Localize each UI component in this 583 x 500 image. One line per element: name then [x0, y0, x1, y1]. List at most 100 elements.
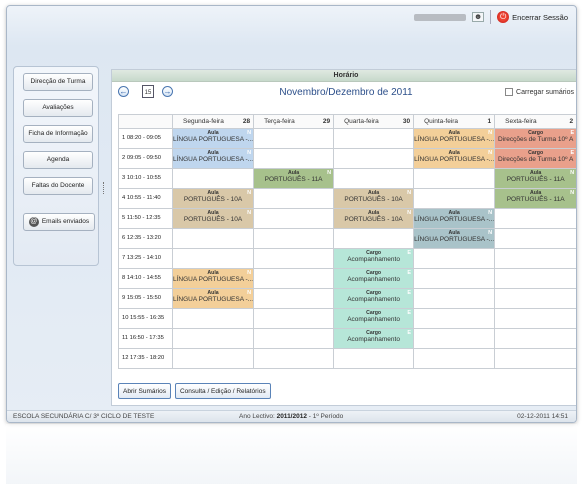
schedule-cell[interactable] [494, 288, 576, 309]
schedule-cell[interactable]: Aula PORTUGUÊS - 11A N [494, 168, 576, 189]
schedule-cell[interactable] [494, 308, 576, 329]
schedule-cell[interactable] [413, 248, 496, 269]
schedule-cell[interactable] [253, 288, 335, 309]
schedule-cell[interactable]: Aula PORTUGUÊS - 10A N [171, 188, 255, 209]
schedule-cell[interactable]: Cargo Acompanhamento E [333, 248, 415, 269]
schedule-cell[interactable] [253, 188, 335, 209]
schedule-event[interactable]: Aula PORTUGUÊS - 10A N [173, 209, 254, 228]
user-icon[interactable]: ☻ [472, 12, 485, 22]
schedule-event[interactable]: Aula PORTUGUÊS - 11A N [495, 169, 576, 188]
schedule-cell[interactable] [494, 348, 576, 369]
emails-sent-button[interactable]: @ Emails enviados [23, 213, 95, 231]
schedule-cell[interactable] [333, 148, 415, 169]
schedule-cell[interactable] [171, 248, 255, 269]
sidebar-item-ficha-informacao[interactable]: Ficha de Informação [23, 125, 93, 143]
open-summaries-button[interactable]: Abrir Sumários [118, 383, 171, 399]
schedule-cell[interactable] [171, 328, 255, 349]
schedule-cell[interactable]: Cargo Acompanhamento E [333, 288, 415, 309]
schedule-cell[interactable]: Aula LÍNGUA PORTUGUESA -... N [171, 288, 255, 309]
load-summaries-checkbox[interactable] [505, 88, 514, 96]
schedule-event[interactable]: Aula PORTUGUÊS - 10A N [334, 209, 414, 228]
schedule-cell[interactable] [253, 328, 335, 349]
status-bar: ESCOLA SECUNDÁRIA C/ 3º CICLO DE TESTE A… [7, 410, 576, 422]
schedule-event[interactable]: Aula PORTUGUÊS - 11A N [254, 169, 334, 188]
schedule-event[interactable]: Cargo Acompanhamento E [334, 289, 414, 308]
schedule-cell[interactable] [253, 228, 335, 249]
schedule-cell[interactable] [333, 348, 415, 369]
schedule-cell[interactable] [413, 268, 496, 289]
schedule-event[interactable]: Cargo Acompanhamento E [334, 249, 414, 268]
schedule-event[interactable]: Aula PORTUGUÊS - 11A N [495, 189, 576, 208]
schedule-cell[interactable]: Aula LÍNGUA PORTUGUESA -... N [171, 128, 255, 149]
schedule-cell[interactable] [494, 248, 576, 269]
schedule-cell[interactable] [171, 348, 255, 369]
schedule-cell[interactable] [253, 128, 335, 149]
schedule-cell[interactable]: Aula PORTUGUÊS - 11A N [253, 168, 335, 189]
calendar-icon[interactable]: 15 [142, 85, 154, 98]
splitter-handle[interactable] [103, 182, 106, 194]
schedule-cell[interactable] [253, 248, 335, 269]
schedule-cell[interactable] [494, 208, 576, 229]
sidebar-item-direccao-turma[interactable]: Direcção de Turma [23, 73, 93, 91]
schedule-cell[interactable] [494, 228, 576, 249]
schedule-cell[interactable] [413, 168, 496, 189]
load-summaries-toggle[interactable]: Carregar sumários [505, 88, 574, 96]
sidebar-item-agenda[interactable]: Agenda [23, 151, 93, 169]
schedule-event[interactable]: Cargo Acompanhamento E [334, 329, 414, 348]
schedule-cell[interactable]: Cargo Acompanhamento E [333, 268, 415, 289]
schedule-event[interactable]: Aula LÍNGUA PORTUGUESA -... N [173, 269, 254, 288]
schedule-cell[interactable]: Aula LÍNGUA PORTUGUESA -... N [413, 228, 496, 249]
schedule-event[interactable]: Aula LÍNGUA PORTUGUESA -... N [173, 289, 254, 308]
schedule-cell[interactable] [171, 308, 255, 329]
schedule-event[interactable]: Aula LÍNGUA PORTUGUESA -... N [414, 129, 495, 148]
schedule-cell[interactable] [494, 328, 576, 349]
schedule-cell[interactable]: Cargo Acompanhamento E [333, 308, 415, 329]
schedule-event[interactable]: Cargo Acompanhamento E [334, 309, 414, 328]
sidebar-item-faltas-docente[interactable]: Faltas do Docente [23, 177, 93, 195]
schedule-event[interactable]: Aula PORTUGUÊS - 10A N [334, 189, 414, 208]
schedule-cell[interactable] [413, 288, 496, 309]
schedule-event[interactable]: Aula LÍNGUA PORTUGUESA -... N [414, 229, 495, 248]
sidebar-item-avaliacoes[interactable]: Avaliações [23, 99, 93, 117]
schedule-cell[interactable]: Aula PORTUGUÊS - 10A N [333, 188, 415, 209]
bottom-actions: Abrir Sumários Consulta / Edição / Relat… [118, 383, 271, 399]
schedule-cell[interactable]: Aula PORTUGUÊS - 11A N [494, 188, 576, 209]
schedule-event[interactable]: Aula LÍNGUA PORTUGUESA -... N [173, 149, 254, 168]
schedule-cell[interactable] [171, 168, 255, 189]
schedule-event[interactable]: Aula PORTUGUÊS - 10A N [173, 189, 254, 208]
schedule-cell[interactable] [333, 228, 415, 249]
schedule-cell[interactable] [253, 208, 335, 229]
schedule-cell[interactable] [253, 148, 335, 169]
schedule-cell[interactable] [494, 268, 576, 289]
schedule-cell[interactable]: Cargo Acompanhamento E [333, 328, 415, 349]
schedule-cell[interactable]: Aula LÍNGUA PORTUGUESA -... N [413, 148, 496, 169]
schedule-event[interactable]: Aula LÍNGUA PORTUGUESA -... N [173, 129, 254, 148]
schedule-cell[interactable] [413, 328, 496, 349]
next-week-button[interactable]: → [162, 86, 173, 97]
schedule-cell[interactable]: Aula PORTUGUÊS - 10A N [171, 208, 255, 229]
query-edit-reports-button[interactable]: Consulta / Edição / Relatórios [174, 383, 271, 399]
schedule-event[interactable]: Aula LÍNGUA PORTUGUESA -... N [414, 149, 495, 168]
schedule-event[interactable]: Cargo Acompanhamento E [334, 269, 414, 288]
schedule-cell[interactable]: Aula LÍNGUA PORTUGUESA -... N [171, 268, 255, 289]
schedule-cell[interactable] [413, 188, 496, 209]
schedule-cell[interactable]: Aula LÍNGUA PORTUGUESA -... N [413, 208, 496, 229]
schedule-cell[interactable] [253, 348, 335, 369]
schedule-cell[interactable]: Aula PORTUGUÊS - 10A N [333, 208, 415, 229]
schedule-event[interactable]: Aula LÍNGUA PORTUGUESA -... N [414, 209, 495, 228]
schedule-cell[interactable] [171, 228, 255, 249]
schedule-cell[interactable] [413, 348, 496, 369]
schedule-cell[interactable] [253, 308, 335, 329]
schedule-cell[interactable] [253, 268, 335, 289]
schedule-cell[interactable] [333, 168, 415, 189]
logout-button[interactable]: ⏻ Encerrar Sessão [497, 11, 568, 23]
schedule-cell[interactable]: Aula LÍNGUA PORTUGUESA -... N [171, 148, 255, 169]
schedule-cell[interactable]: Aula LÍNGUA PORTUGUESA -... N [413, 128, 496, 149]
schedule-cell[interactable] [333, 128, 415, 149]
prev-week-button[interactable]: ← [118, 86, 129, 97]
schedule-cell[interactable] [413, 308, 496, 329]
